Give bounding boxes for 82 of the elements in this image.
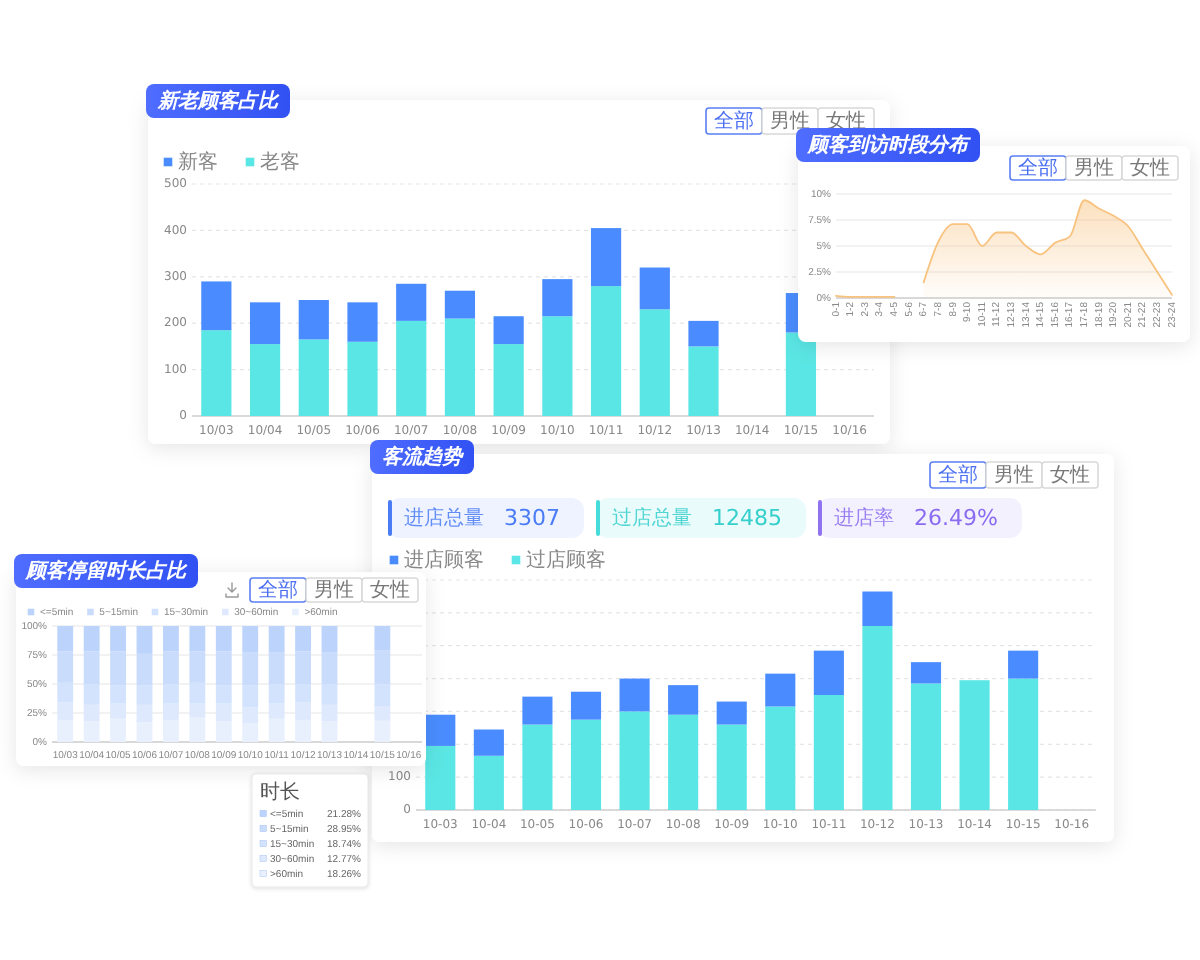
bar — [136, 626, 153, 654]
tab-button: 男性 — [1065, 155, 1123, 181]
bar — [189, 626, 206, 652]
bar — [910, 662, 942, 684]
bar — [444, 290, 476, 319]
bar — [590, 286, 622, 416]
legend-label: 老客 — [260, 150, 300, 175]
bar — [242, 626, 259, 653]
legend-label: 新客 — [178, 150, 218, 175]
bar — [862, 591, 893, 626]
tab-button: 全部 — [705, 107, 763, 135]
bar — [268, 626, 285, 653]
bar — [1008, 650, 1039, 679]
bar — [570, 719, 602, 810]
bar — [716, 701, 747, 725]
bar — [619, 678, 650, 712]
bar — [215, 626, 232, 652]
stat-card: 进店总量 3307 — [388, 498, 584, 538]
tab-button: 女性 — [1121, 155, 1179, 181]
chart-title: 顾客到访时段分布 — [806, 133, 972, 158]
bar — [298, 339, 329, 416]
bar — [813, 695, 844, 810]
bar — [639, 309, 670, 416]
tab-button: 男性 — [761, 107, 819, 135]
bar — [473, 755, 504, 810]
bar — [522, 724, 553, 810]
bar — [321, 626, 338, 653]
bar — [83, 626, 100, 652]
legend-label: 进店顾客 — [404, 548, 484, 573]
bar — [959, 680, 990, 810]
bar — [374, 626, 391, 651]
stat-card: 进店率 26.49% — [817, 498, 1022, 538]
chart-title: 新老顾客占比 — [156, 89, 280, 114]
bar — [425, 745, 456, 810]
tab-button: 男性 — [985, 461, 1043, 489]
bar — [542, 316, 573, 416]
bar — [542, 279, 573, 317]
tab-button: 全部 — [929, 461, 987, 489]
bar — [668, 685, 699, 715]
bar — [249, 302, 281, 345]
bar — [522, 696, 553, 725]
bar — [716, 724, 747, 810]
bar — [298, 300, 329, 340]
bar — [425, 714, 456, 746]
bar — [668, 714, 699, 810]
tab-button: 女性 — [1041, 461, 1099, 489]
tab-button: 全部 — [249, 577, 307, 603]
bar — [57, 626, 74, 652]
bar — [201, 330, 232, 416]
bar — [688, 320, 719, 347]
bar — [862, 626, 893, 810]
bar — [249, 344, 281, 416]
bar — [493, 344, 524, 416]
bar — [110, 626, 126, 652]
chart-title: 顾客停留时长占比 — [24, 559, 188, 584]
bar — [396, 320, 427, 416]
legend-label: 过店顾客 — [526, 548, 606, 573]
bar — [473, 729, 504, 756]
chart-title: 客流趋势 — [382, 445, 466, 470]
bar — [493, 316, 524, 345]
tab-button: 女性 — [361, 577, 419, 603]
bar — [765, 673, 796, 707]
bar — [1008, 678, 1039, 810]
bar — [590, 228, 622, 287]
bar — [163, 626, 179, 652]
bar — [295, 626, 311, 652]
bar — [688, 346, 719, 416]
tab-button: 全部 — [1009, 155, 1067, 181]
bar — [765, 706, 796, 810]
bar — [813, 650, 844, 695]
bar — [444, 318, 476, 416]
bar — [619, 711, 650, 810]
bar — [639, 267, 670, 310]
bar — [347, 302, 378, 342]
bar — [785, 332, 817, 416]
bar — [347, 341, 378, 416]
stat-card: 过店总量 12485 — [596, 498, 806, 538]
bar — [201, 281, 232, 331]
bar — [910, 683, 942, 810]
tab-button: 男性 — [305, 577, 363, 603]
bar — [570, 691, 602, 720]
bar — [396, 283, 427, 321]
